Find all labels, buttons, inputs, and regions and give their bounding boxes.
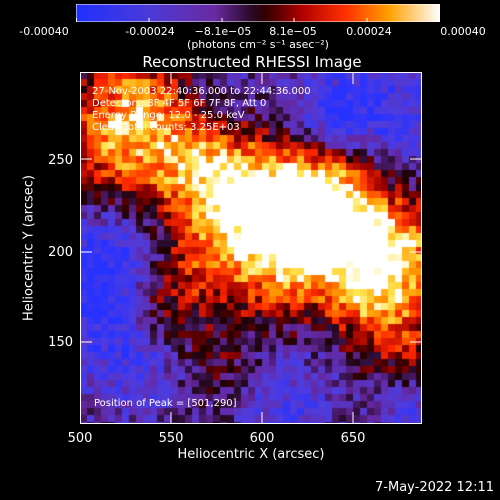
plot-title: Reconstructed RHESSI Image: [142, 53, 362, 71]
colorbar-tick-label: 0.00024: [346, 25, 392, 38]
peak-position-label: Position of Peak = [501,290]: [94, 398, 237, 409]
y-tick-label: 250: [48, 153, 73, 168]
plot-frame: [80, 72, 422, 424]
y-tick-label: 150: [48, 335, 73, 350]
colorbar-tick-label: 8.1e−05: [269, 25, 317, 38]
colorbar-tick-label: −8.1e−05: [194, 25, 252, 38]
y-tick-label: 200: [48, 245, 73, 260]
clean-counts-label: Clean Total counts: 3.25E+03: [92, 122, 240, 133]
x-axis-label: Heliocentric X (arcsec): [177, 447, 325, 462]
x-tick-label: 500: [67, 431, 93, 446]
x-tick-label: 550: [158, 431, 184, 446]
colorbar-unit-label: (photons cm⁻² s⁻¹ asec⁻²): [187, 38, 329, 51]
flux-map-image: [80, 72, 422, 424]
x-tick-label: 600: [249, 431, 275, 446]
y-axis-label: Heliocentric Y (arcsec): [21, 175, 37, 321]
footer-date: 7-May-2022 12:11: [375, 480, 494, 495]
colorbar-tick-label: 0.00040: [440, 25, 486, 38]
y-major-ticks: [80, 158, 422, 343]
colorbar-tick-label: -0.00024: [125, 25, 175, 38]
colorbar: [75, 3, 441, 23]
energy-range-label: Energy Range: 12.0 - 25.0 keV: [92, 110, 245, 121]
detectors-label: Detectors: 3F 4F 5F 6F 7F 8F, Att 0: [92, 98, 267, 109]
image-plot: 27-Nov-2003 22:40:36.000 to 22:44:36.000…: [80, 72, 422, 424]
colorbar-gradient: [75, 3, 441, 23]
time-range-label: 27-Nov-2003 22:40:36.000 to 22:44:36.000: [92, 86, 311, 97]
x-major-ticks: [80, 72, 354, 424]
x-tick-label: 650: [340, 431, 366, 446]
colorbar-tick-label: -0.00040: [19, 25, 69, 38]
